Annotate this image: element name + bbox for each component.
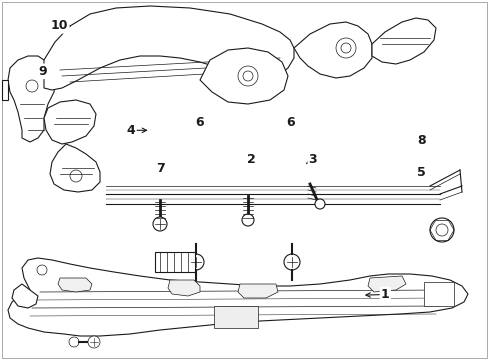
Text: 1: 1 bbox=[380, 288, 389, 301]
Circle shape bbox=[37, 265, 47, 275]
Bar bbox=[155, 252, 195, 272]
Text: 6: 6 bbox=[195, 116, 203, 129]
Text: 4: 4 bbox=[126, 124, 135, 137]
Text: 9: 9 bbox=[39, 65, 47, 78]
Polygon shape bbox=[50, 144, 100, 192]
Bar bbox=[214, 306, 258, 328]
Circle shape bbox=[153, 217, 167, 231]
Polygon shape bbox=[44, 100, 96, 144]
Text: 2: 2 bbox=[246, 153, 255, 166]
Polygon shape bbox=[168, 280, 200, 296]
Polygon shape bbox=[44, 6, 293, 90]
Circle shape bbox=[88, 336, 100, 348]
Circle shape bbox=[314, 199, 325, 209]
Text: 7: 7 bbox=[156, 162, 164, 175]
Text: 8: 8 bbox=[416, 134, 425, 147]
Polygon shape bbox=[238, 284, 278, 298]
Text: 10: 10 bbox=[51, 19, 68, 32]
Polygon shape bbox=[2, 80, 8, 100]
Circle shape bbox=[69, 337, 79, 347]
Text: 6: 6 bbox=[285, 116, 294, 129]
Polygon shape bbox=[58, 278, 92, 292]
Bar bbox=[423, 282, 453, 306]
Polygon shape bbox=[8, 56, 56, 142]
Polygon shape bbox=[371, 18, 435, 64]
Circle shape bbox=[242, 214, 253, 226]
Text: 3: 3 bbox=[308, 153, 317, 166]
Circle shape bbox=[429, 218, 453, 242]
Polygon shape bbox=[8, 258, 467, 336]
Text: 5: 5 bbox=[416, 166, 425, 179]
Polygon shape bbox=[367, 276, 405, 292]
Polygon shape bbox=[200, 48, 287, 104]
Circle shape bbox=[284, 254, 299, 270]
Polygon shape bbox=[12, 284, 38, 308]
Circle shape bbox=[187, 254, 203, 270]
Polygon shape bbox=[293, 22, 371, 78]
